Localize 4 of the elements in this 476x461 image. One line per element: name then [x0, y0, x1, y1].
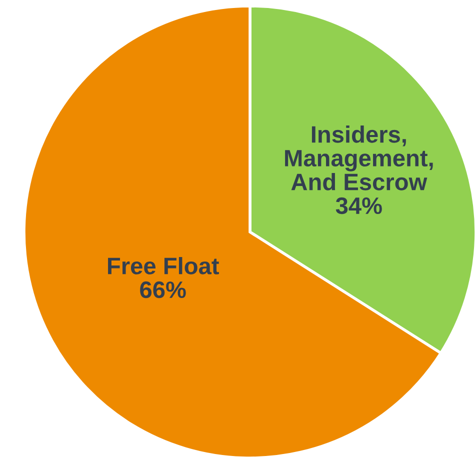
data-label: 66%	[140, 281, 186, 298]
slice-label: Insiders, Management, And Escrow	[285, 125, 433, 190]
slice-label: Free Float	[108, 257, 219, 274]
data-label: 34%	[336, 197, 382, 214]
